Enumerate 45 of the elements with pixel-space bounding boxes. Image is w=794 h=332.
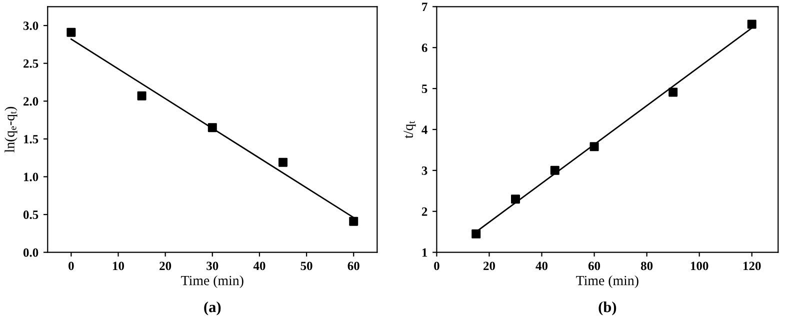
x-tick-label: 20 [484,262,495,270]
x-axis-title: Time (min) [181,275,244,288]
point [472,229,481,238]
y-tick-label: 1 [422,248,428,257]
y-tick-label: 0.0 [23,248,38,257]
text: (b) [598,301,616,316]
y-tick-label: 7 [422,2,428,11]
point [550,166,560,175]
x-tick-label: 10 [113,262,124,270]
point [208,123,217,132]
y-axis-title: t/q$_{t}$ [404,121,416,138]
x-tick-label: 120 [743,262,761,270]
y-tick-label: 6 [422,44,428,52]
x-tick-label: 100 [690,262,708,270]
point [278,158,288,167]
point [510,194,520,204]
y-tick-label: 3.0 [23,22,38,30]
x-tick-label: 20 [160,262,172,270]
x-tick-label: 0 [68,262,74,270]
x-tick-label: 40 [253,262,266,270]
x-tick-label: 0 [434,262,440,270]
x-tick-label: 60 [588,262,600,270]
point [590,142,599,152]
point [747,20,756,29]
x-tick-label: 50 [300,262,312,270]
point [349,216,358,226]
y-tick-label: 1.5 [24,135,38,144]
x-tick-label: 40 [536,262,548,270]
point [66,28,76,37]
y-tick-label: 4 [422,126,428,134]
y-tick-label: 0.5 [23,210,38,220]
y-tick-label: 1.0 [24,172,38,182]
x-tick-label: 30 [206,262,218,270]
x-axis-title: Time (min) [576,275,638,288]
point [137,91,146,100]
y-tick-label: 3 [422,166,428,175]
x-tick-label: 80 [640,262,653,270]
y-tick-label: 2.0 [24,97,38,106]
x-tick-label: 60 [348,262,360,270]
y-axis-title: ln(q$_{e}$-q$_{t}$) [4,106,18,152]
y-tick-label: 5 [422,84,428,93]
point [668,88,678,97]
text: (a) [204,301,221,316]
y-tick-label: 2.5 [24,59,38,68]
y-tick-label: 2 [422,207,428,216]
